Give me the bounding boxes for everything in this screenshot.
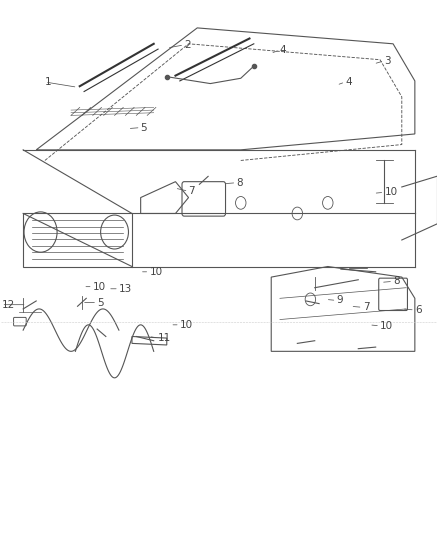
- Text: 8: 8: [393, 276, 400, 286]
- Text: 4: 4: [345, 77, 352, 87]
- Text: 10: 10: [149, 267, 162, 277]
- Text: 8: 8: [237, 177, 243, 188]
- Text: 2: 2: [184, 40, 191, 50]
- Text: 4: 4: [280, 45, 286, 55]
- Text: 12: 12: [1, 300, 14, 310]
- Text: 10: 10: [180, 320, 193, 330]
- Text: 7: 7: [188, 186, 195, 196]
- Text: 5: 5: [97, 297, 104, 308]
- Text: 10: 10: [93, 281, 106, 292]
- Text: 9: 9: [336, 295, 343, 305]
- Text: 5: 5: [141, 123, 147, 133]
- Text: 1: 1: [45, 77, 52, 87]
- Text: 11: 11: [158, 333, 171, 343]
- Text: 6: 6: [415, 305, 421, 315]
- Text: 13: 13: [119, 284, 132, 294]
- Text: 7: 7: [363, 302, 369, 312]
- Text: 10: 10: [380, 321, 393, 331]
- Text: 3: 3: [385, 56, 391, 66]
- Text: 10: 10: [385, 187, 398, 197]
